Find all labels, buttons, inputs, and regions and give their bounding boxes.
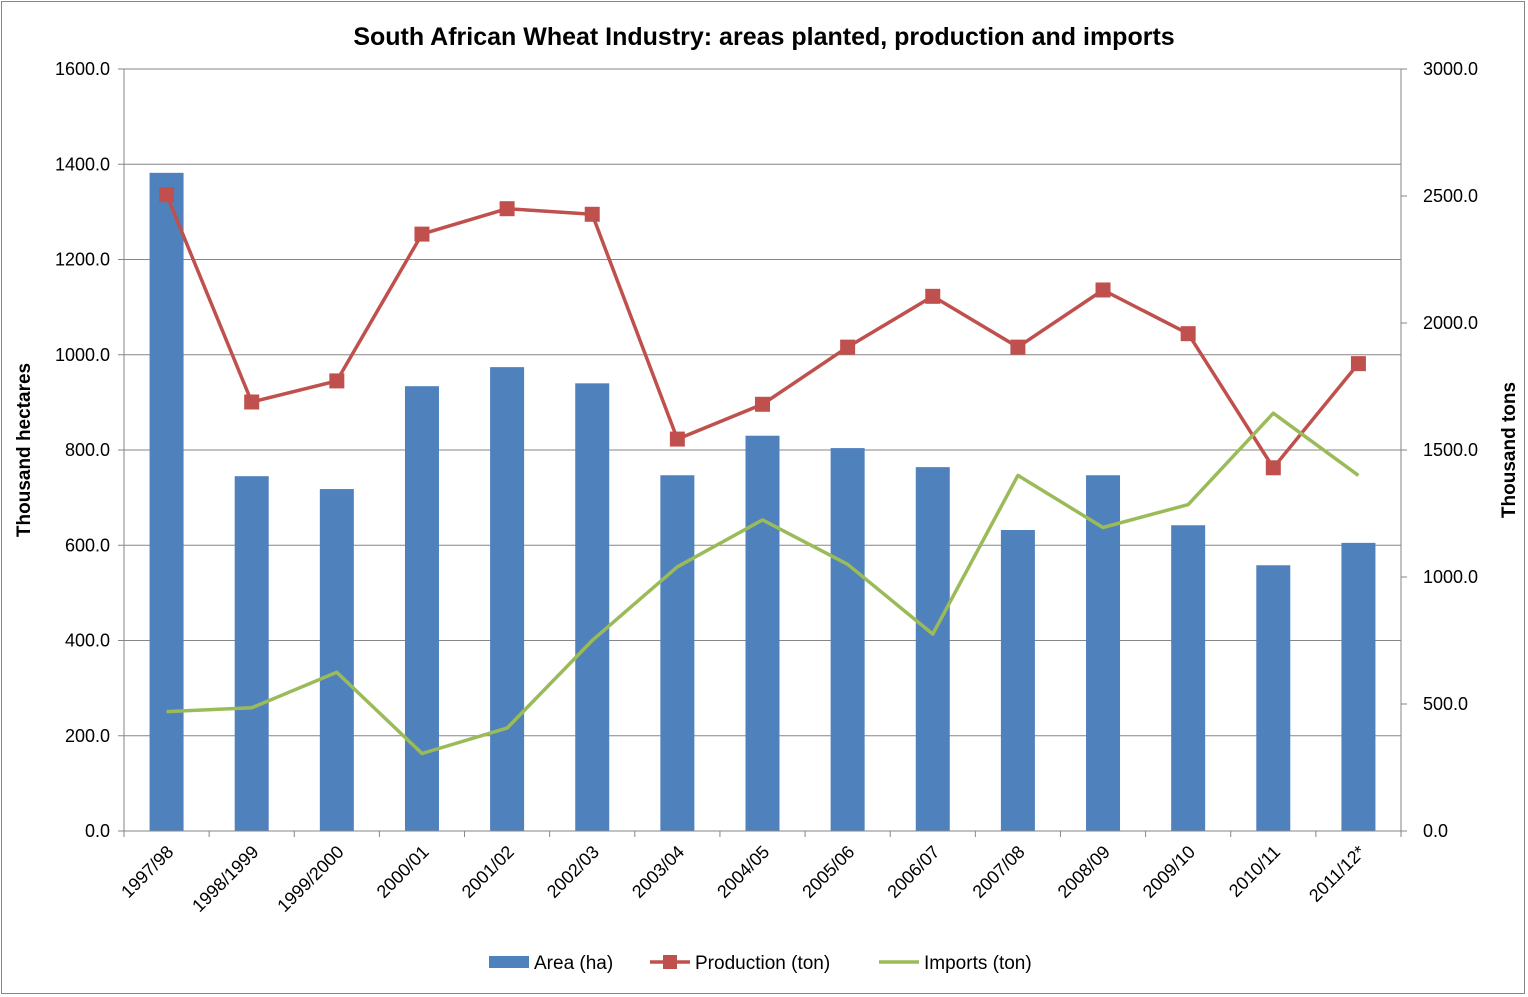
bar-area (745, 435, 780, 831)
production-point (244, 394, 260, 410)
x-tick-label: 2001/02 (458, 842, 518, 902)
production-point (669, 431, 685, 447)
imports-line (166, 411, 1360, 756)
bar-area (319, 489, 354, 831)
x-tick-label: 2005/06 (798, 842, 858, 902)
y-tick-label-left: 1200.0 (55, 250, 110, 270)
bar-area (404, 386, 439, 831)
production-point (1350, 356, 1366, 372)
bar-area (1171, 525, 1206, 831)
production-point (1265, 460, 1281, 476)
y-tick-label-right: 1000.0 (1423, 567, 1478, 587)
bar-area (660, 475, 695, 831)
bar-area (234, 476, 269, 831)
production-point (755, 396, 770, 412)
x-tick-label: 1998/1999 (188, 842, 262, 916)
production-point (925, 288, 941, 304)
y-tick-label-left: 1600.0 (55, 59, 110, 79)
bar-area (1000, 530, 1035, 831)
y-tick-label-right: 3000.0 (1423, 59, 1478, 79)
production-point (1180, 326, 1196, 342)
area-bars (149, 172, 1376, 831)
x-tick-label: 2003/04 (628, 842, 688, 902)
y-tick-label-left: 400.0 (65, 631, 110, 651)
x-tick-label: 2002/03 (543, 842, 603, 902)
y-tick-label-right: 0.0 (1423, 821, 1448, 841)
production-point (329, 373, 345, 389)
y-tick-label-right: 1500.0 (1423, 440, 1478, 460)
production-point (414, 226, 430, 242)
y-tick-label-right: 2000.0 (1423, 313, 1478, 333)
legend-label: Production (ton) (695, 953, 830, 974)
y-tick-label-right: 2500.0 (1423, 186, 1478, 206)
x-tick-label: 2000/01 (373, 842, 433, 902)
bar-area (490, 367, 525, 831)
series-lines (159, 187, 1366, 756)
x-tick-label: 1999/2000 (273, 842, 347, 916)
legend-label: Area (ha) (534, 953, 613, 974)
bar-area (575, 383, 610, 831)
production-point (840, 339, 856, 355)
production-point (1095, 282, 1111, 298)
x-tick-label: 2009/10 (1139, 842, 1199, 902)
y-axis-title-left: Thousand hectares (14, 363, 35, 537)
y-tick-label-left: 1000.0 (55, 345, 110, 365)
production-line (164, 194, 1360, 470)
bar-area (915, 467, 950, 831)
production-point (584, 206, 600, 222)
bar-area (1256, 565, 1291, 831)
production-point (1010, 339, 1026, 355)
legend-swatch-marker (663, 955, 677, 969)
bar-area (830, 448, 865, 831)
production-point (499, 201, 515, 217)
y-tick-label-left: 600.0 (65, 535, 110, 555)
y-tick-label-left: 800.0 (65, 440, 110, 460)
bar-area (1086, 475, 1121, 831)
y-tick-label-left: 0.0 (85, 821, 110, 841)
legend: Area (ha) Production (ton) Imports (ton) (489, 953, 1032, 974)
bar-area (149, 172, 184, 831)
x-tick-label: 2011/12* (1305, 842, 1369, 906)
y-axis-title-right: Thousand tons (1499, 382, 1520, 518)
production-point (159, 187, 175, 203)
y-tick-label-right: 500.0 (1423, 694, 1468, 714)
x-tick-label: 2007/08 (969, 842, 1029, 902)
y-tick-label-left: 1400.0 (55, 154, 110, 174)
x-tick-label: 1997/98 (117, 842, 177, 902)
x-tick-label: 2010/11 (1225, 842, 1284, 901)
bar-area (1341, 542, 1376, 831)
x-tick-label: 2004/05 (713, 842, 773, 902)
chart-title: South African Wheat Industry: areas plan… (353, 23, 1174, 51)
x-tick-label: 2008/09 (1054, 842, 1114, 902)
y-tick-label-left: 200.0 (65, 726, 110, 746)
x-tick-label: 2006/07 (883, 842, 943, 902)
legend-swatch-area (489, 956, 529, 968)
legend-label: Imports (ton) (924, 953, 1032, 974)
